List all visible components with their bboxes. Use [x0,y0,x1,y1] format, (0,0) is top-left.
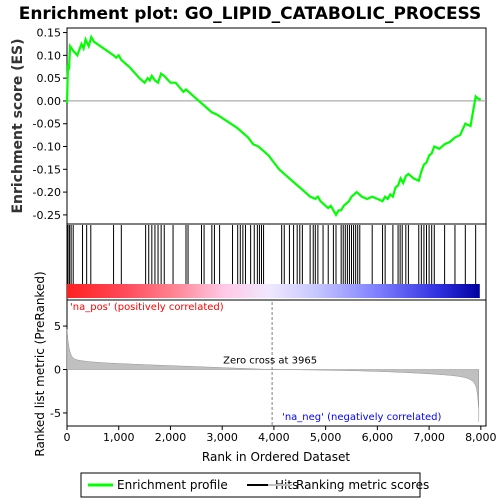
chart-title: Enrichment plot: GO_LIPID_CATABOLIC_PROC… [19,4,482,24]
legend-rank-label: Ranking metric scores [296,478,429,492]
es-plot-frame [66,27,487,225]
es-y-tick-label: 0.15 [37,27,62,40]
x-tick-label: 5,000 [310,431,342,444]
x-tick-label: 7,000 [413,431,445,444]
zero-cross-label: Zero cross at 3965 [223,356,317,367]
es-y-tick-label: 0.05 [37,72,62,85]
legend-profile-label: Enrichment profile [117,478,228,492]
x-tick-label: 0 [64,431,71,444]
es-y-tick-label: -0.15 [33,163,61,176]
rank-color-bar [67,284,480,298]
es-y-tick-label: -0.20 [33,186,61,199]
rank-y-axis-label: Ranked list metric (PreRanked) [33,271,47,456]
es-y-tick-label: -0.05 [33,118,61,131]
x-tick-label: 6,000 [362,431,394,444]
na-pos-label: 'na_pos' (positively correlated) [70,302,224,313]
es-y-tick-label: 0.00 [37,95,62,108]
es-y-tick-label: 0.10 [37,49,62,62]
hits-lines [67,225,477,284]
enrichment-profile-line [65,34,482,218]
na-neg-label: 'na_neg' (negatively correlated) [282,412,441,423]
x-axis-label: Rank in Ordered Dataset [202,450,350,464]
x-tick-label: 3,000 [206,431,238,444]
es-y-tick-label: -0.25 [33,209,61,222]
es-y-tick-label: -0.10 [33,141,61,154]
es-y-ticks: 0.15 0.10 0.05 0.00 -0.05 -0.10 -0.15 -0.20 -0.2… [33,27,67,222]
x-tick-label: 8,000 [465,431,497,444]
es-y-axis-label: Enrichment score (ES) [10,38,26,213]
rank-y-tick-label: -5 [50,407,61,420]
x-tick-label: 2,000 [155,431,187,444]
x-tick-label: 4,000 [258,431,290,444]
rank-y-tick-label: 5 [54,320,61,333]
rank-y-tick-label: 0 [54,364,61,377]
ranking-metric-area [66,329,480,422]
rank-plot-frame [66,299,487,427]
rank-y-ticks: 5 0 -5 [50,320,67,420]
x-axis-ticks: 0 1,000 2,000 3,000 4,000 5,000 6,000 7,000 8,00… [64,426,497,444]
x-tick-label: 1,000 [103,431,135,444]
legend: Enrichment profile Hits Ranking metric s… [80,472,429,498]
